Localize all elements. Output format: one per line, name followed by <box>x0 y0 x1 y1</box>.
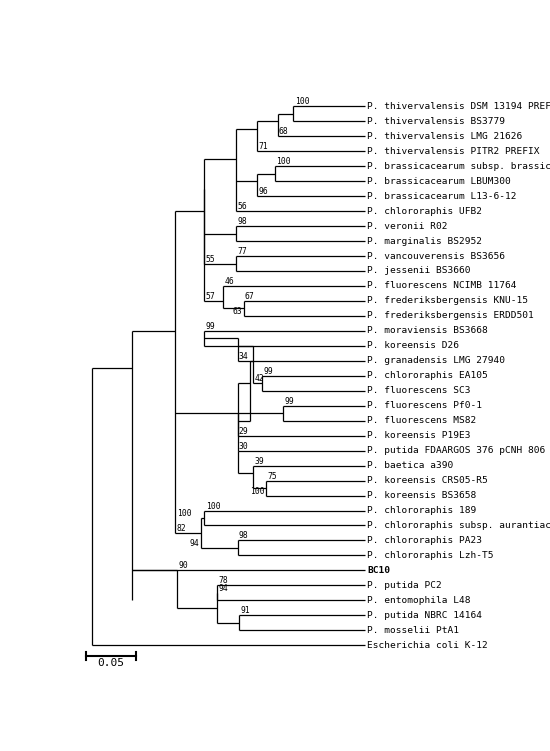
Text: P. jessenii BS3660: P. jessenii BS3660 <box>367 267 471 276</box>
Text: P. chlororaphis Lzh-T5: P. chlororaphis Lzh-T5 <box>367 551 494 560</box>
Text: 77: 77 <box>237 247 247 256</box>
Text: P. moraviensis BS3668: P. moraviensis BS3668 <box>367 327 488 336</box>
Text: 100: 100 <box>177 509 191 518</box>
Text: 55: 55 <box>206 255 216 264</box>
Text: 67: 67 <box>245 292 255 301</box>
Text: 30: 30 <box>239 442 249 451</box>
Text: P. fluorescens SC3: P. fluorescens SC3 <box>367 386 471 395</box>
Text: 94: 94 <box>218 584 228 593</box>
Text: 100: 100 <box>206 502 220 511</box>
Text: P. koreensis D26: P. koreensis D26 <box>367 342 459 351</box>
Text: P. putida FDAARGOS 376 pCNH 806: P. putida FDAARGOS 376 pCNH 806 <box>367 446 546 455</box>
Text: P. putida PC2: P. putida PC2 <box>367 581 442 590</box>
Text: P. entomophila L48: P. entomophila L48 <box>367 596 471 605</box>
Text: P. thivervalensis BS3779: P. thivervalensis BS3779 <box>367 117 505 125</box>
Text: 78: 78 <box>218 576 228 585</box>
Text: P. baetica a390: P. baetica a390 <box>367 461 453 470</box>
Text: P. granadensis LMG 27940: P. granadensis LMG 27940 <box>367 356 505 365</box>
Text: P. brassicacearum LBUM300: P. brassicacearum LBUM300 <box>367 176 511 185</box>
Text: P. chlororaphis subsp. aurantiaca JD37: P. chlororaphis subsp. aurantiaca JD37 <box>367 521 550 530</box>
Text: P. fluorescens Pf0-1: P. fluorescens Pf0-1 <box>367 401 482 410</box>
Text: 71: 71 <box>258 142 268 151</box>
Text: P. mosselii PtA1: P. mosselii PtA1 <box>367 626 459 635</box>
Text: P. thivervalensis DSM 13194 PREFIX: P. thivervalensis DSM 13194 PREFIX <box>367 102 550 111</box>
Text: 63: 63 <box>233 307 242 316</box>
Text: P. frederiksbergensis ERDD501: P. frederiksbergensis ERDD501 <box>367 312 534 321</box>
Text: P. thivervalensis PITR2 PREFIX: P. thivervalensis PITR2 PREFIX <box>367 146 540 155</box>
Text: P. brassicacearum subsp. brassicacearum NFM421: P. brassicacearum subsp. brassicacearum … <box>367 161 550 170</box>
Text: 57: 57 <box>206 292 216 301</box>
Text: P. fluorescens MS82: P. fluorescens MS82 <box>367 416 476 425</box>
Text: 68: 68 <box>279 127 289 136</box>
Text: 98: 98 <box>237 217 247 226</box>
Text: P. fluorescens NCIMB 11764: P. fluorescens NCIMB 11764 <box>367 282 516 291</box>
Text: 99: 99 <box>263 366 273 376</box>
Text: P. koreensis CRS05-R5: P. koreensis CRS05-R5 <box>367 476 488 485</box>
Text: 0.05: 0.05 <box>97 658 124 668</box>
Text: P. koreensis P19E3: P. koreensis P19E3 <box>367 431 471 440</box>
Text: 39: 39 <box>255 457 265 466</box>
Text: 98: 98 <box>239 532 249 541</box>
Text: P. thivervalensis LMG 21626: P. thivervalensis LMG 21626 <box>367 131 522 140</box>
Text: 99: 99 <box>206 322 216 331</box>
Text: 96: 96 <box>258 187 268 196</box>
Text: 91: 91 <box>240 606 250 615</box>
Text: P. putida NBRC 14164: P. putida NBRC 14164 <box>367 611 482 620</box>
Text: P. vancouverensis BS3656: P. vancouverensis BS3656 <box>367 252 505 261</box>
Text: Escherichia coli K-12: Escherichia coli K-12 <box>367 641 488 650</box>
Text: P. marginalis BS2952: P. marginalis BS2952 <box>367 237 482 246</box>
Text: 100: 100 <box>295 98 309 107</box>
Text: P. koreensis BS3658: P. koreensis BS3658 <box>367 491 476 500</box>
Text: 99: 99 <box>284 397 294 406</box>
Text: 29: 29 <box>239 427 249 436</box>
Text: 34: 34 <box>239 351 249 360</box>
Text: 100: 100 <box>276 157 291 166</box>
Text: 90: 90 <box>179 562 189 571</box>
Text: 56: 56 <box>237 202 247 211</box>
Text: 46: 46 <box>224 277 234 286</box>
Text: P. frederiksbergensis KNU-15: P. frederiksbergensis KNU-15 <box>367 297 528 306</box>
Text: P. brassicacearum L13-6-12: P. brassicacearum L13-6-12 <box>367 192 516 201</box>
Text: P. veronii R02: P. veronii R02 <box>367 222 448 231</box>
Text: 94: 94 <box>190 539 200 548</box>
Text: P. chlororaphis UFB2: P. chlororaphis UFB2 <box>367 207 482 216</box>
Text: 100: 100 <box>250 487 265 496</box>
Text: P. chlororaphis PA23: P. chlororaphis PA23 <box>367 536 482 545</box>
Text: 75: 75 <box>267 472 277 481</box>
Text: 82: 82 <box>177 524 186 533</box>
Text: 42: 42 <box>255 374 265 383</box>
Text: BC10: BC10 <box>367 566 390 575</box>
Text: P. chlororaphis EA105: P. chlororaphis EA105 <box>367 371 488 380</box>
Text: P. chlororaphis 189: P. chlororaphis 189 <box>367 506 476 515</box>
